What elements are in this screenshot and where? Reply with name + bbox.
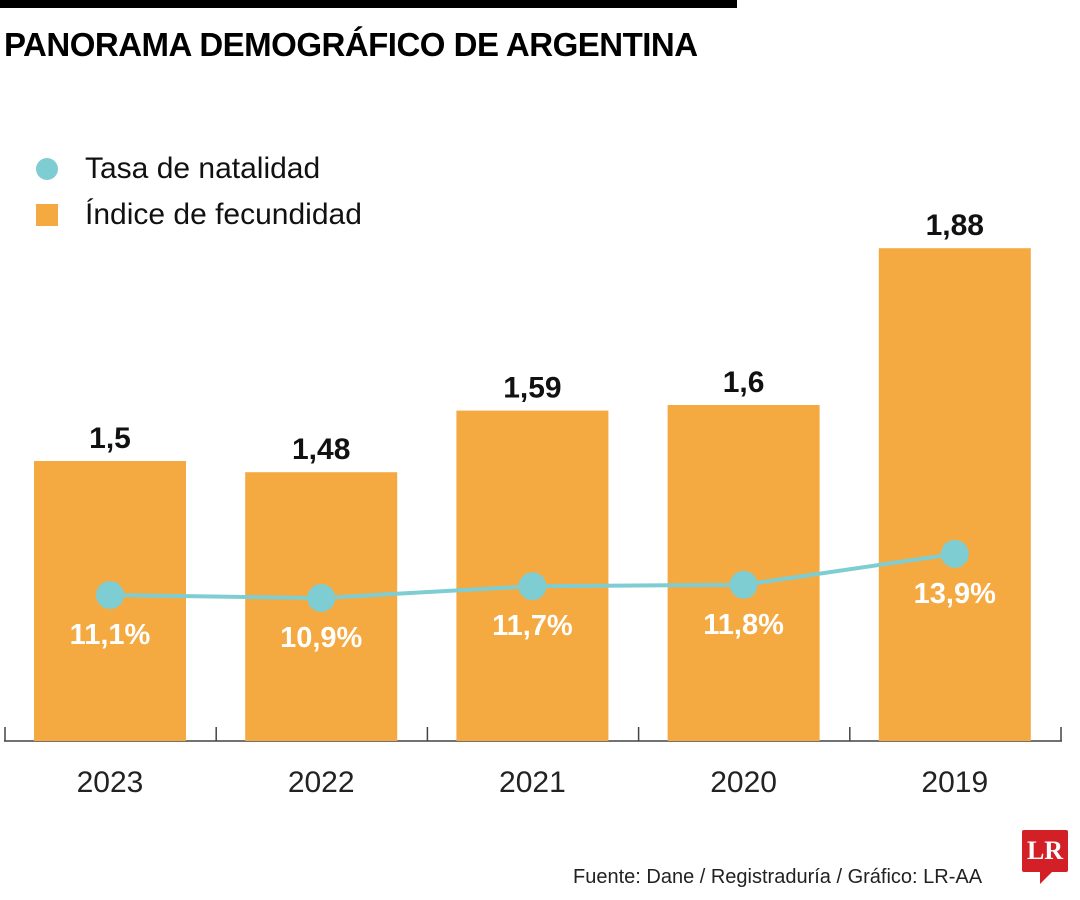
natalidad-point xyxy=(307,584,336,612)
legend-label-line: Tasa de natalidad xyxy=(85,152,321,185)
x-tick-label: 2020 xyxy=(710,766,777,799)
natalidad-value-label: 11,7% xyxy=(492,610,573,642)
bar-2019 xyxy=(878,248,1031,741)
legend-square-icon xyxy=(36,204,58,226)
legend-label-bars: Índice de fecundidad xyxy=(85,198,362,231)
lr-logo: LR xyxy=(1022,830,1068,884)
natalidad-value-label: 11,1% xyxy=(70,619,151,651)
natalidad-value-label: 10,9% xyxy=(280,622,362,654)
legend-dot-icon xyxy=(36,158,58,180)
logo-text: LR xyxy=(1026,836,1064,865)
chart-title: PANORAMA DEMOGRÁFICO DE ARGENTINA xyxy=(4,26,698,63)
bar-value-label: 1,5 xyxy=(89,422,131,455)
legend: Tasa de natalidad Índice de fecundidad xyxy=(36,146,362,238)
legend-item-line: Tasa de natalidad xyxy=(36,146,362,192)
natalidad-point xyxy=(518,572,547,601)
bar-value-label: 1,48 xyxy=(292,433,350,466)
source-note: Fuente: Dane / Registraduría / Gráfico: … xyxy=(573,866,983,888)
legend-item-bars: Índice de fecundidad xyxy=(36,192,362,238)
bar-value-label: 1,88 xyxy=(926,209,984,242)
natalidad-value-label: 11,8% xyxy=(703,609,784,641)
bar-value-label: 1,6 xyxy=(723,366,765,399)
natalidad-value-label: 13,9% xyxy=(914,578,996,610)
x-tick-label: 2019 xyxy=(921,766,988,799)
x-tick-label: 2021 xyxy=(499,766,566,799)
natalidad-point xyxy=(940,539,969,568)
x-tick-label: 2022 xyxy=(288,766,355,799)
bar-value-label: 1,59 xyxy=(503,372,561,405)
natalidad-point xyxy=(729,570,758,599)
natalidad-point xyxy=(96,581,124,610)
x-tick-label: 2023 xyxy=(77,766,144,799)
title-rule xyxy=(0,0,737,8)
